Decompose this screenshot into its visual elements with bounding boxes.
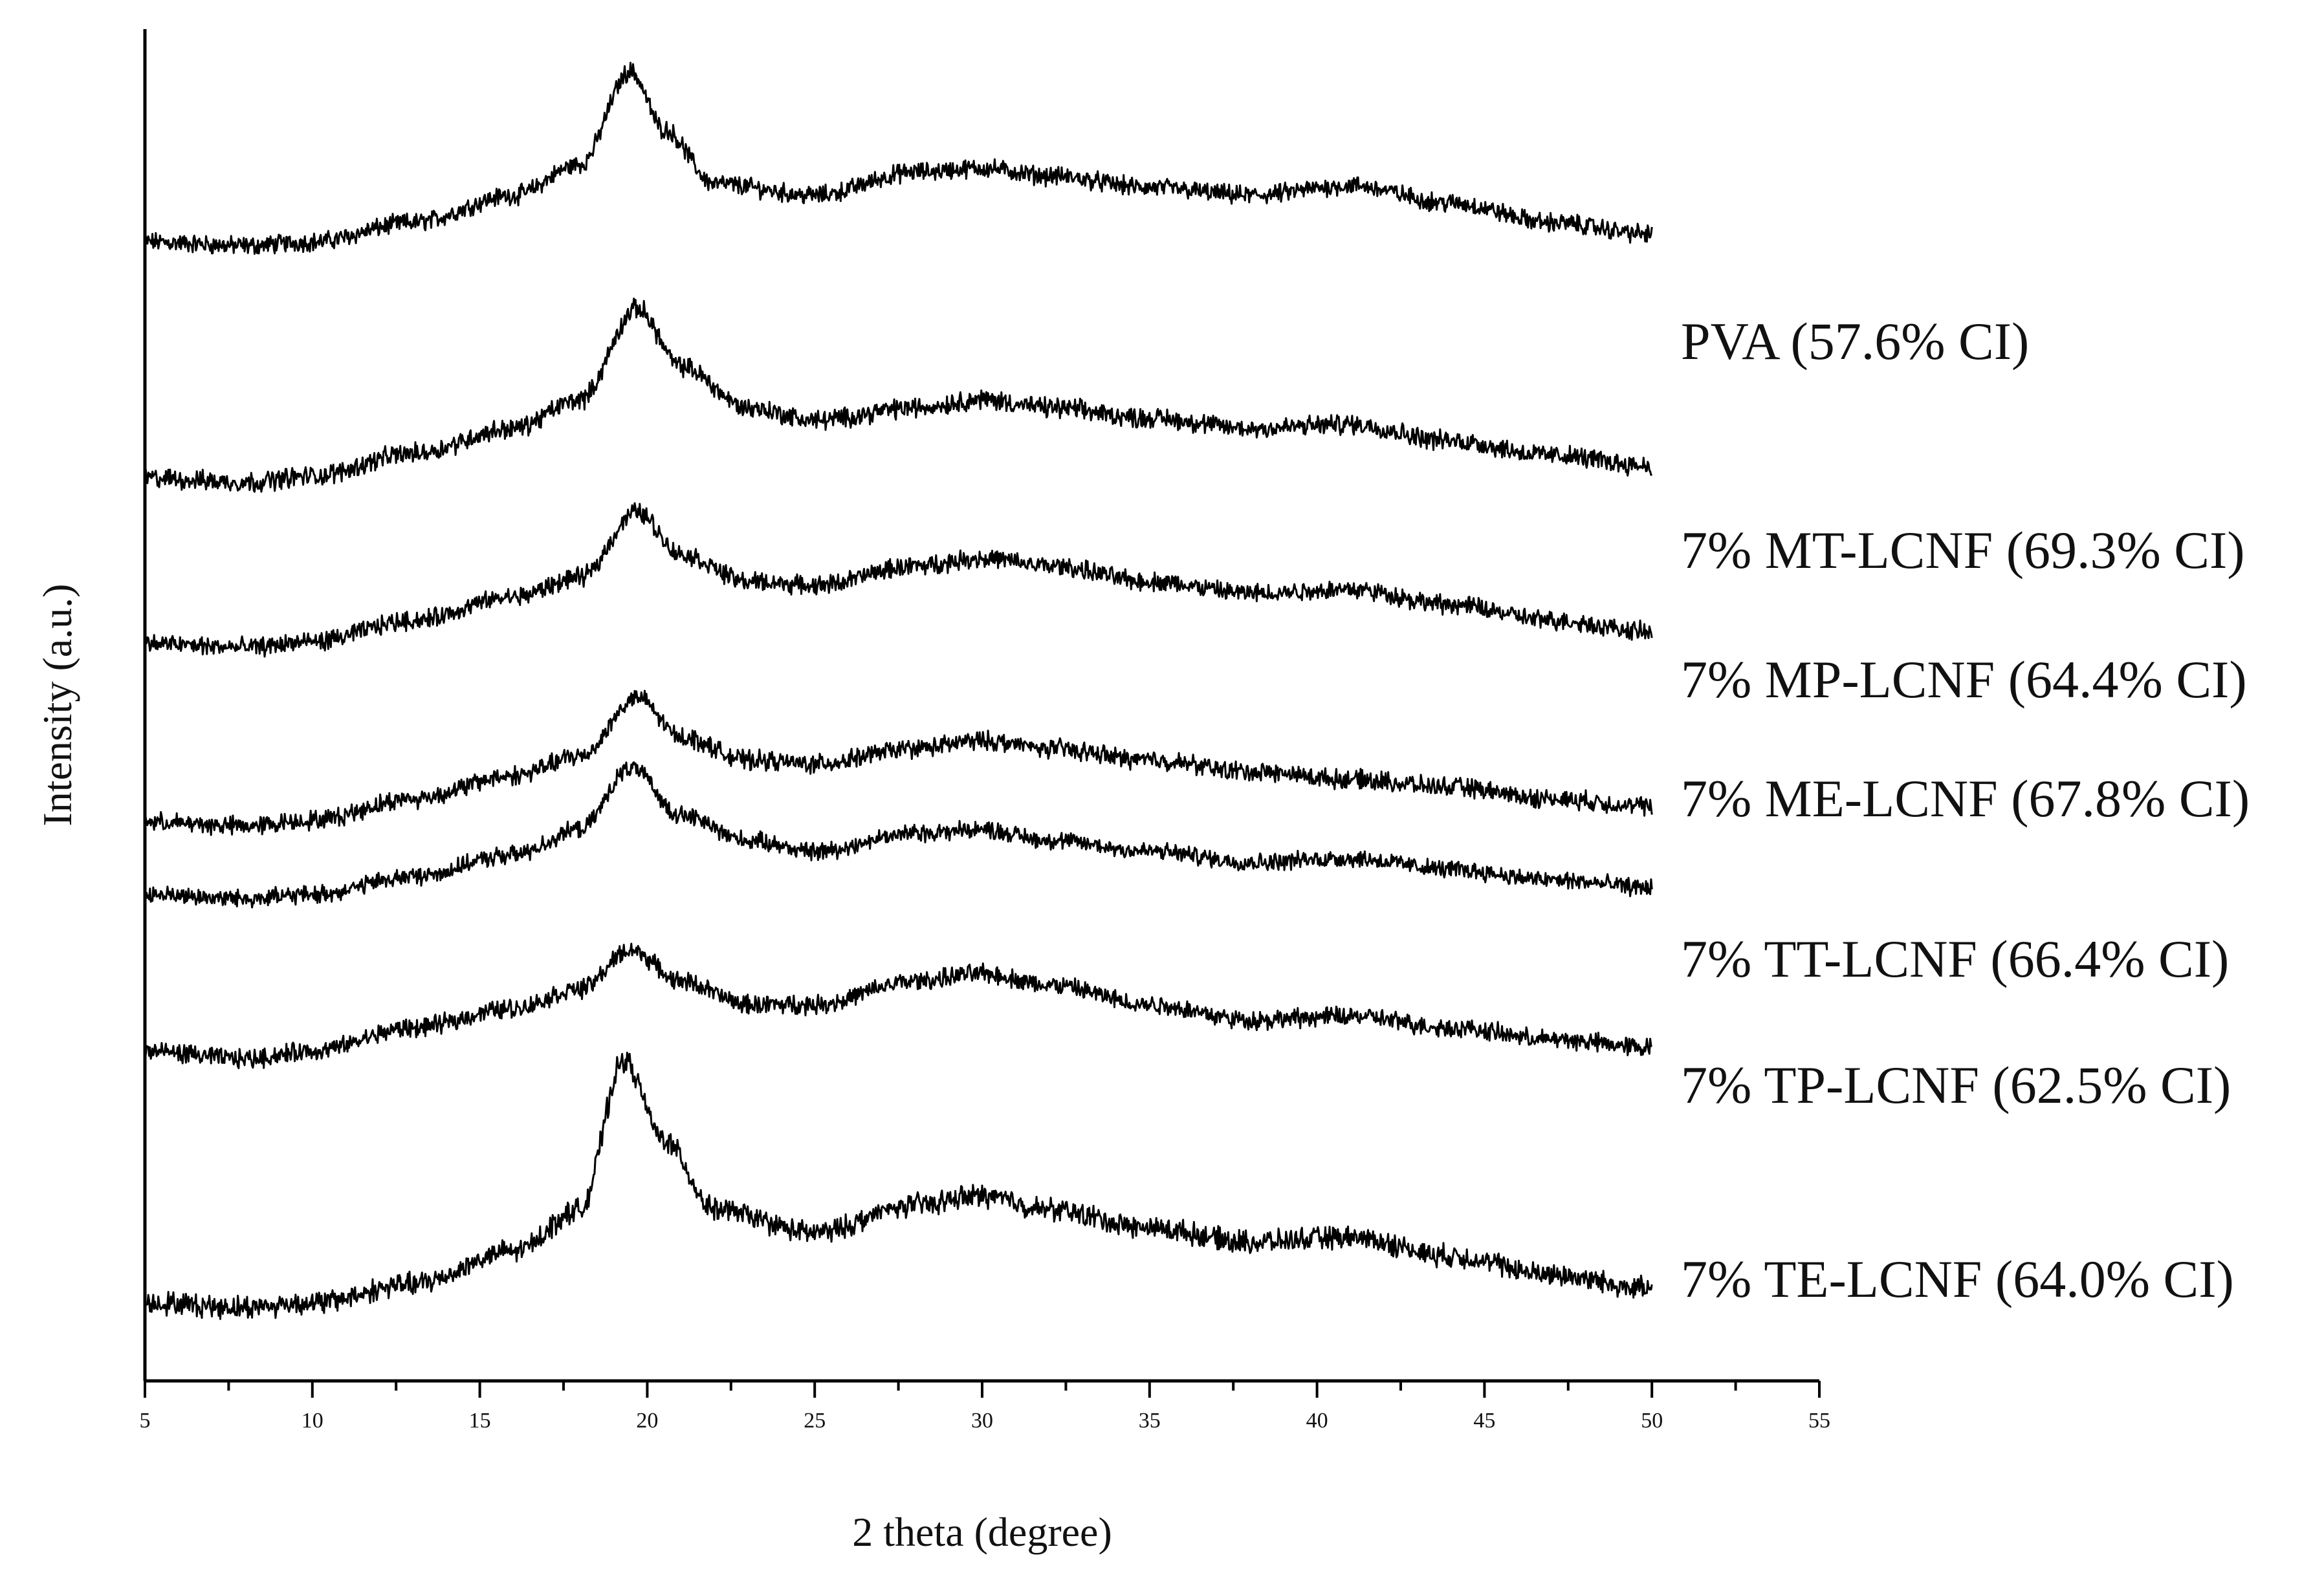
y-axis-title: Intensity (a.u.)	[34, 584, 80, 827]
series-trace	[144, 942, 1653, 1069]
x-tick-label: 55	[1808, 1409, 1830, 1433]
series-label: 7% TP-LCNF (62.5% CI)	[1681, 1056, 2231, 1114]
series-label: PVA (57.6% CI)	[1681, 312, 2029, 371]
x-tick-label: 10	[301, 1409, 323, 1433]
series-label: 7% MP-LCNF (64.4% CI)	[1681, 650, 2247, 709]
series-trace	[144, 61, 1653, 255]
x-axis-title: 2 theta (degree)	[852, 1509, 1112, 1555]
series-trace	[144, 761, 1653, 909]
series-trace	[144, 298, 1653, 493]
series-label: 7% MT-LCNF (69.3% CI)	[1681, 521, 2245, 580]
x-ticks	[144, 1381, 1821, 1398]
x-tick-label: 5	[140, 1409, 151, 1433]
series-trace	[144, 689, 1653, 836]
series-trace	[144, 502, 1653, 658]
x-tick-label: 35	[1139, 1409, 1161, 1433]
series-group: PVA (57.6% CI) 7% MT-LCNF (69.3% CI) 7% MP…	[144, 61, 2250, 1320]
x-tick-label: 45	[1473, 1409, 1495, 1433]
x-tick-label: 40	[1306, 1409, 1328, 1433]
x-tick-label: 30	[971, 1409, 993, 1433]
x-tick-label: 25	[804, 1409, 826, 1433]
axes: 5 10 15 20 25 30 35 40 45 50 55	[140, 29, 1831, 1433]
x-tick-labels: 5 10 15 20 25 30 35 40 45 50 55	[140, 1409, 1831, 1433]
series-label: 7% TT-LCNF (66.4% CI)	[1681, 929, 2229, 988]
series-label: 7% ME-LCNF (67.8% CI)	[1681, 769, 2250, 828]
series-label: 7% TE-LCNF (64.0% CI)	[1681, 1250, 2234, 1308]
x-tick-label: 15	[469, 1409, 491, 1433]
x-tick-label: 50	[1641, 1409, 1663, 1433]
series-trace	[144, 1052, 1653, 1320]
x-tick-label: 20	[636, 1409, 658, 1433]
